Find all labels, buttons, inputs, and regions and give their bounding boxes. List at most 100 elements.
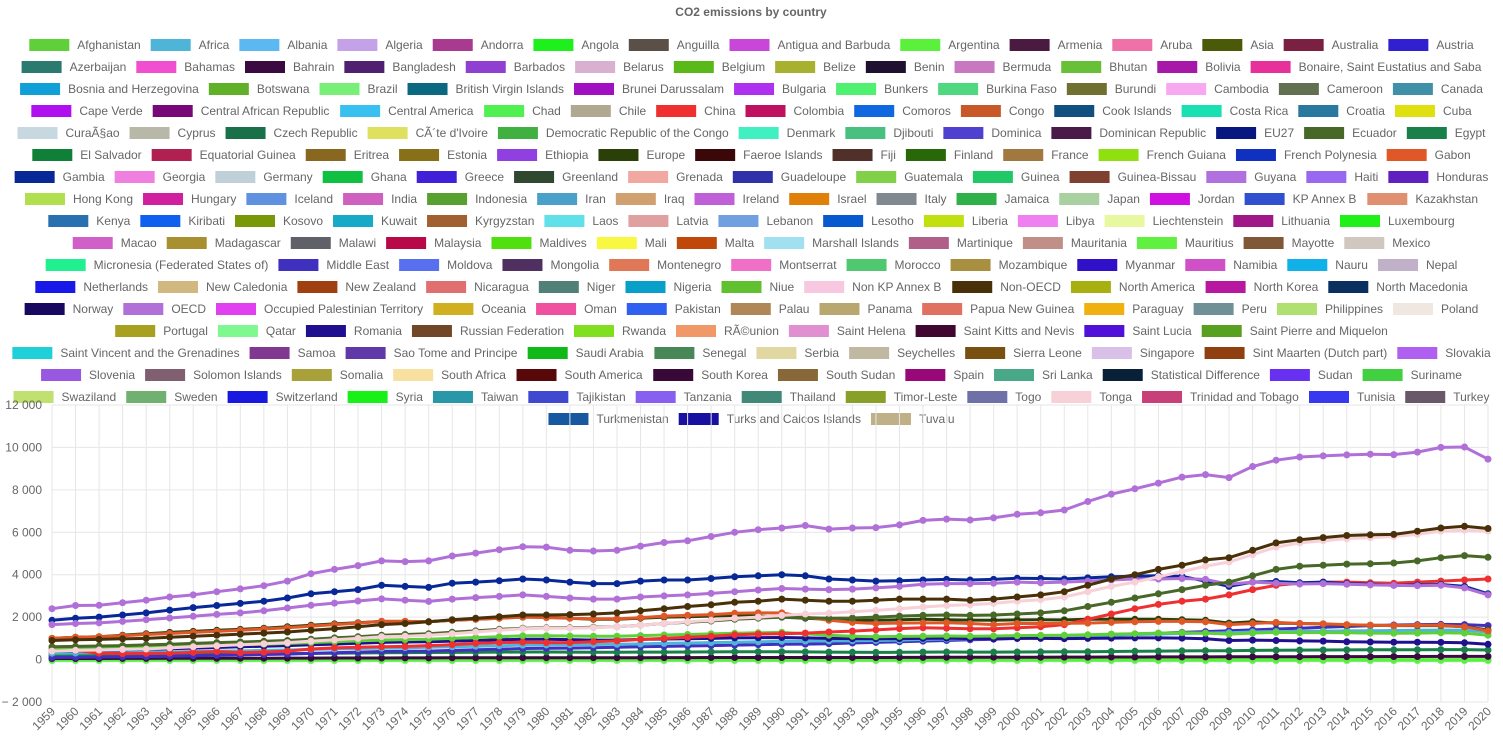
data-point[interactable] [1319, 629, 1327, 637]
data-point[interactable] [1413, 582, 1421, 590]
data-point[interactable] [990, 648, 998, 656]
data-point[interactable] [825, 575, 833, 583]
data-point[interactable] [95, 601, 103, 609]
legend-item-occupied-palestinian-territory[interactable]: Occupied Palestinian Territory [215, 302, 423, 316]
data-point[interactable] [990, 579, 998, 587]
legend-item-czech-republic[interactable]: Czech Republic [225, 126, 358, 140]
data-point[interactable] [566, 594, 574, 602]
data-point[interactable] [1461, 576, 1468, 584]
data-point[interactable] [1037, 631, 1045, 639]
data-point[interactable] [660, 634, 668, 642]
legend-item-trinidad-and-tobago[interactable]: Trinidad and Tobago [1142, 390, 1299, 404]
data-point[interactable] [1319, 620, 1327, 628]
data-point[interactable] [119, 635, 127, 643]
data-point[interactable] [189, 643, 197, 651]
data-point[interactable] [213, 631, 221, 639]
legend-item-liechtenstein[interactable]: Liechtenstein [1104, 214, 1224, 228]
data-point[interactable] [801, 585, 809, 593]
legend-item-greece[interactable]: Greece [416, 170, 505, 184]
data-point[interactable] [448, 654, 456, 662]
data-point[interactable] [825, 654, 833, 661]
data-point[interactable] [1390, 653, 1398, 660]
legend-item-macao[interactable]: Macao [72, 236, 157, 250]
data-point[interactable] [519, 632, 527, 640]
data-point[interactable] [1484, 646, 1492, 654]
legend-item-south-america[interactable]: South America [516, 368, 643, 382]
data-point[interactable] [1037, 579, 1045, 587]
legend-item-hungary[interactable]: Hungary [143, 192, 236, 206]
data-point[interactable] [1413, 557, 1421, 565]
data-point[interactable] [425, 583, 433, 591]
legend-item-sudan[interactable]: Sudan [1269, 368, 1353, 382]
legend-item-netherlands[interactable]: Netherlands [35, 280, 148, 294]
legend-item-canada[interactable]: Canada [1392, 82, 1483, 96]
legend-item-samoa[interactable]: Samoa [249, 346, 336, 360]
data-point[interactable] [1461, 623, 1468, 631]
data-point[interactable] [1225, 653, 1233, 661]
data-point[interactable] [896, 582, 903, 590]
data-point[interactable] [542, 576, 550, 584]
data-point[interactable] [1202, 647, 1209, 655]
data-point[interactable] [331, 565, 338, 573]
data-point[interactable] [1390, 559, 1398, 567]
data-point[interactable] [1225, 591, 1233, 599]
data-point[interactable] [825, 525, 833, 533]
legend-item-gambia[interactable]: Gambia [14, 170, 105, 184]
legend-item-dominica[interactable]: Dominica [943, 126, 1042, 140]
data-point[interactable] [731, 654, 739, 661]
legend-item-cook-islands[interactable]: Cook Islands [1054, 104, 1172, 118]
data-point[interactable] [943, 515, 951, 523]
data-point[interactable] [1461, 629, 1468, 637]
data-point[interactable] [566, 578, 574, 586]
data-point[interactable] [754, 654, 762, 661]
data-point[interactable] [1272, 456, 1280, 464]
data-point[interactable] [448, 552, 456, 560]
data-point[interactable] [1178, 586, 1186, 594]
data-point[interactable] [1461, 639, 1468, 647]
data-point[interactable] [1084, 588, 1092, 596]
data-point[interactable] [1413, 638, 1421, 646]
legend-item-andorra[interactable]: Andorra [432, 38, 524, 52]
legend-item-china[interactable]: China [656, 104, 736, 118]
data-point[interactable] [1343, 629, 1351, 637]
data-point[interactable] [166, 633, 174, 641]
data-point[interactable] [448, 579, 456, 587]
data-point[interactable] [825, 628, 833, 636]
data-point[interactable] [1131, 571, 1139, 579]
legend-item-angola[interactable]: Angola [533, 38, 619, 52]
legend-item-guatemala[interactable]: Guatemala [856, 170, 963, 184]
data-point[interactable] [1296, 646, 1304, 654]
data-point[interactable] [283, 604, 291, 612]
data-point[interactable] [919, 595, 927, 603]
data-point[interactable] [731, 609, 739, 617]
data-point[interactable] [1437, 581, 1445, 589]
legend-item-hong-kong[interactable]: Hong Kong [24, 192, 133, 206]
legend-item-nicaragua[interactable]: Nicaragua [426, 280, 529, 294]
legend-item-mozambique[interactable]: Mozambique [950, 258, 1068, 272]
data-point[interactable] [589, 654, 597, 662]
data-point[interactable] [1013, 632, 1021, 640]
data-point[interactable] [801, 654, 809, 661]
legend-item-belarus[interactable]: Belarus [575, 60, 664, 74]
legend-item-belgium[interactable]: Belgium [673, 60, 765, 74]
data-point[interactable] [142, 596, 150, 604]
data-point[interactable] [684, 611, 692, 619]
data-point[interactable] [425, 557, 433, 565]
data-point[interactable] [990, 611, 998, 619]
data-point[interactable] [166, 649, 174, 657]
data-point[interactable] [378, 581, 386, 589]
data-point[interactable] [1060, 593, 1068, 601]
data-point[interactable] [307, 626, 315, 634]
data-point[interactable] [72, 602, 79, 609]
data-point[interactable] [966, 611, 974, 619]
data-point[interactable] [1272, 653, 1280, 661]
data-point[interactable] [1319, 452, 1327, 460]
legend-item-gabon[interactable]: Gabon [1386, 148, 1471, 162]
data-point[interactable] [1366, 629, 1374, 637]
legend-item-tajikistan[interactable]: Tajikistan [528, 390, 626, 404]
data-point[interactable] [778, 524, 786, 532]
data-point[interactable] [919, 611, 927, 619]
data-point[interactable] [48, 621, 56, 629]
data-point[interactable] [1131, 647, 1139, 655]
legend-item-slovakia[interactable]: Slovakia [1397, 346, 1491, 360]
